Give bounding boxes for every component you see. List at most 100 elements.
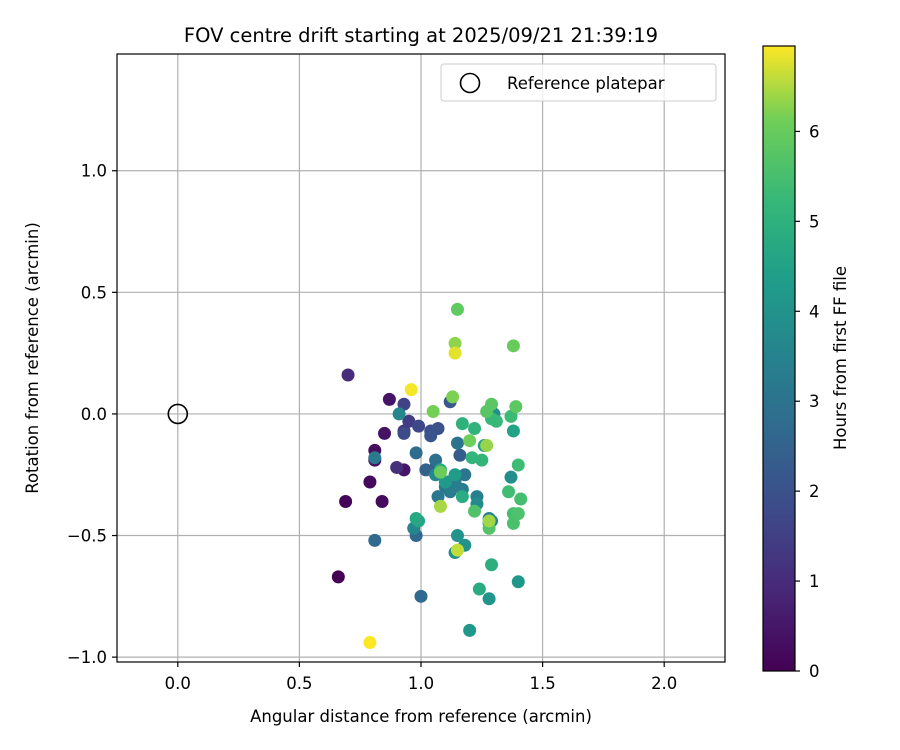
data-point [455, 490, 469, 504]
data-point [382, 392, 396, 406]
data-point [412, 419, 426, 433]
colorbar: 0 1 2 3 4 5 6 Hours from first FF file [762, 45, 850, 681]
data-point [426, 405, 440, 419]
data-point [448, 346, 462, 360]
y-tick-label: −1.0 [67, 648, 107, 667]
data-point [431, 490, 445, 504]
data-point [472, 582, 486, 596]
colorbar-label: Hours from first FF file [831, 266, 850, 450]
y-tick-label: −0.5 [67, 527, 107, 546]
x-tick-label: 1.0 [408, 674, 434, 693]
data-point [468, 504, 482, 518]
legend-reference-marker [459, 72, 481, 94]
data-point [450, 529, 464, 543]
data-point [482, 514, 496, 528]
data-point [511, 458, 525, 472]
colorbar-tick-label: 3 [809, 392, 820, 411]
data-point [506, 339, 520, 353]
x-axis-label: Angular distance from reference (arcmin) [250, 707, 592, 726]
grid [117, 54, 725, 662]
data-point [458, 468, 472, 482]
data-point [404, 383, 418, 397]
data-point [450, 543, 464, 557]
data-point [419, 463, 433, 477]
x-tick-label: 2.0 [651, 674, 677, 693]
data-point [375, 494, 389, 508]
data-point [368, 451, 382, 465]
y-tick-label: 1.0 [81, 162, 107, 181]
data-point [378, 426, 392, 440]
data-point [465, 451, 479, 465]
data-point [433, 499, 447, 513]
data-point [482, 592, 496, 606]
data-point [424, 429, 438, 443]
data-point [463, 623, 477, 637]
data-point [397, 397, 411, 411]
data-point [438, 475, 452, 489]
data-point [341, 368, 355, 382]
data-point [390, 460, 404, 474]
data-point [414, 589, 428, 603]
data-point [429, 453, 443, 467]
chart-title: FOV centre drift starting at 2025/09/21 … [184, 24, 658, 47]
data-point [504, 409, 518, 423]
data-point [363, 636, 377, 650]
data-point [339, 494, 353, 508]
data-point [448, 468, 462, 482]
data-point [450, 302, 464, 316]
data-point [450, 436, 464, 450]
data-point [455, 417, 469, 431]
y-axis-ticks: −1.0 −0.5 0.0 0.5 1.0 [67, 162, 117, 667]
data-point [433, 465, 447, 479]
data-point [409, 512, 423, 526]
data-point [397, 426, 411, 440]
colorbar-tick-label: 0 [809, 662, 820, 681]
legend-label: Reference platepar [507, 74, 665, 93]
scatter-points [331, 302, 528, 650]
legend: Reference platepar [440, 63, 717, 102]
colorbar-gradient [762, 45, 796, 672]
data-point [368, 533, 382, 547]
data-point [409, 446, 423, 460]
data-point [475, 453, 489, 467]
data-point [402, 414, 416, 428]
data-point [480, 439, 494, 453]
colorbar-tick-label: 5 [809, 212, 820, 231]
y-tick-label: 0.5 [81, 283, 107, 302]
data-point [514, 492, 528, 506]
data-point [392, 407, 406, 421]
x-axis-ticks: 0.0 0.5 1.0 1.5 2.0 [165, 662, 677, 693]
data-point [446, 390, 460, 404]
data-point [448, 336, 462, 350]
colorbar-tick-label: 1 [809, 572, 820, 591]
colorbar-tick-label: 6 [809, 122, 820, 141]
data-point [331, 570, 345, 584]
reference-platepar-marker [167, 403, 189, 425]
x-tick-label: 0.0 [165, 674, 191, 693]
y-axis-label: Rotation from reference (arcmin) [23, 222, 42, 494]
data-point [468, 422, 482, 436]
legend-box [440, 63, 717, 102]
data-point [502, 485, 516, 499]
data-point [511, 575, 525, 589]
data-point [453, 448, 467, 462]
reference-marker-group [167, 403, 189, 425]
data-point [509, 400, 523, 414]
data-point [506, 516, 520, 530]
data-point [485, 397, 499, 411]
data-point [443, 485, 457, 499]
data-point [504, 470, 518, 484]
y-tick-label: 0.0 [81, 405, 107, 424]
data-point [489, 414, 503, 428]
data-point [485, 558, 499, 572]
colorbar-ticks: 0 1 2 3 4 5 6 [795, 122, 820, 681]
data-point [511, 507, 525, 521]
colorbar-tick-label: 4 [809, 302, 820, 321]
colorbar-tick-label: 2 [809, 482, 820, 501]
data-point [363, 475, 377, 489]
x-tick-label: 1.5 [529, 674, 555, 693]
x-tick-label: 0.5 [286, 674, 312, 693]
data-point [506, 424, 520, 438]
data-point [463, 434, 477, 448]
